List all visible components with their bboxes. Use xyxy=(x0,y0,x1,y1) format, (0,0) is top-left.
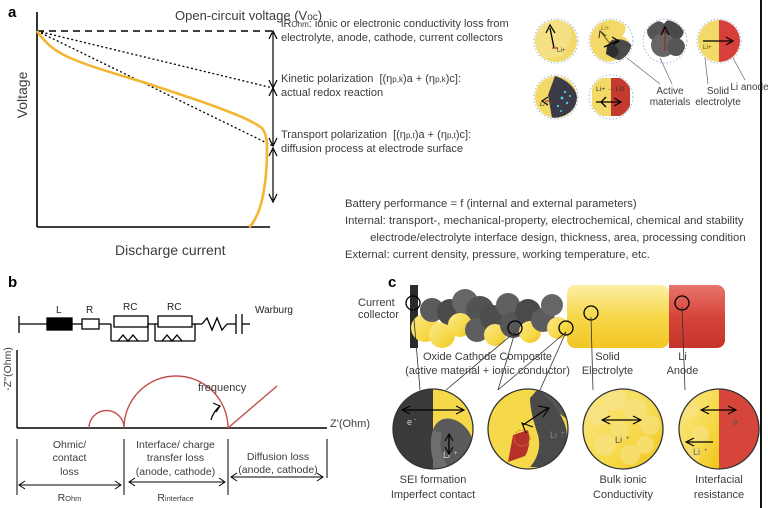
svg-text:-: - xyxy=(740,417,742,423)
svg-text:+: + xyxy=(704,448,708,454)
svg-text:+: + xyxy=(561,431,565,437)
svg-text:+: + xyxy=(626,436,630,442)
svg-text:e: e xyxy=(407,417,412,427)
svg-text:e: e xyxy=(733,417,738,427)
svg-text:Li: Li xyxy=(615,435,622,445)
svg-text:+: + xyxy=(454,451,458,457)
svg-text:Li: Li xyxy=(693,447,700,457)
svg-text:Li: Li xyxy=(550,430,557,440)
svg-text:-: - xyxy=(414,417,416,423)
